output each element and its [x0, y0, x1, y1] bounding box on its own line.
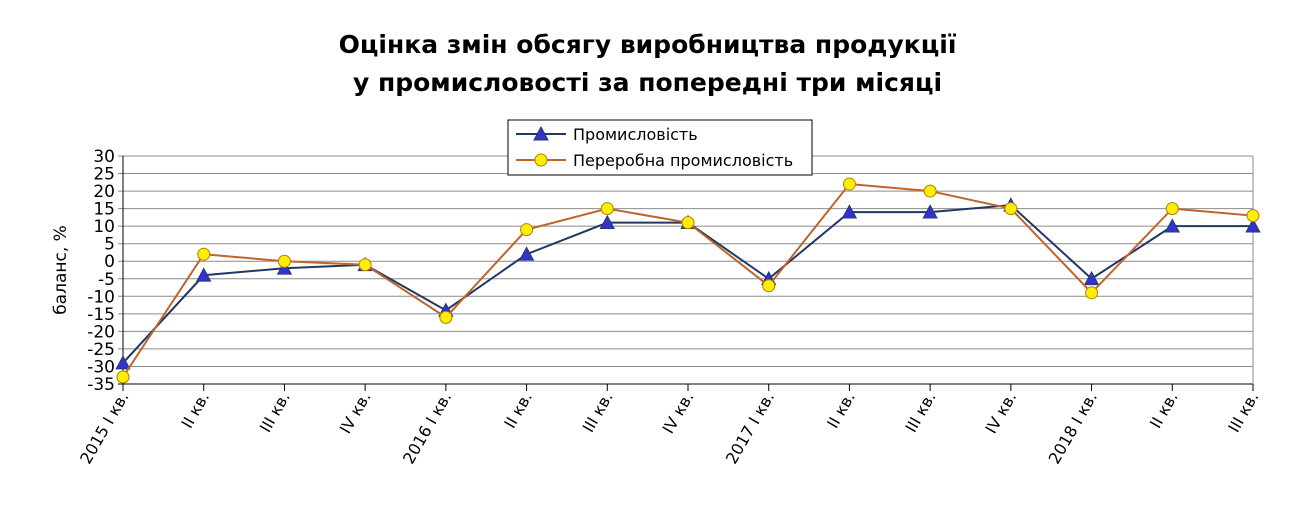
data-point-triangle: [115, 355, 131, 370]
y-tick-label: 5: [104, 235, 115, 255]
data-point-triangle: [276, 260, 293, 275]
data-point-triangle: [1083, 270, 1100, 286]
y-tick-label: 20: [93, 182, 115, 202]
x-tick-label: II кв.: [177, 389, 213, 432]
chart-title: Оцінка змін обсягу виробництва продукції…: [0, 26, 1295, 102]
x-tick-label: II кв.: [823, 389, 859, 432]
x-tick-label: IV кв.: [981, 389, 1020, 437]
data-point-circle: [277, 254, 291, 268]
y-tick-label: -30: [87, 357, 115, 377]
data-point-circle: [1004, 202, 1018, 216]
data-point-circle: [1085, 286, 1099, 300]
x-tick-label: II кв.: [1146, 389, 1182, 432]
data-point-circle: [520, 223, 534, 237]
y-tick-label: -35: [87, 375, 115, 395]
y-tick-label: -20: [87, 322, 115, 342]
data-point-triangle: [1164, 218, 1180, 233]
legend-label: Промисловість: [573, 125, 698, 144]
data-point-circle: [439, 310, 453, 324]
data-point-triangle: [841, 204, 858, 219]
data-point-circle: [1165, 202, 1179, 216]
x-tick-label: III кв.: [1224, 389, 1262, 436]
legend-triangle-icon: [533, 125, 549, 141]
x-tick-label: III кв.: [901, 389, 939, 436]
series-line-1: [122, 183, 1254, 378]
y-tick-label: 15: [93, 200, 115, 220]
data-point-circle: [116, 370, 130, 384]
legend-label: Переробна промисловість: [573, 151, 793, 170]
data-point-circle: [197, 247, 211, 261]
x-tick-label: 2015 I кв.: [76, 389, 132, 468]
data-point-circle: [1246, 209, 1260, 223]
data-point-circle: [923, 184, 937, 198]
x-tick-label: III кв.: [256, 389, 294, 436]
x-tick-label: IV кв.: [336, 389, 375, 437]
y-tick-label: 10: [93, 217, 115, 237]
y-tick-label: 0: [104, 252, 115, 272]
title-line-2: у промисловості за попередні три місяці: [352, 68, 943, 97]
data-point-triangle: [922, 204, 938, 219]
x-tick-label: 2018 I кв.: [1045, 389, 1101, 468]
x-tick-label: II кв.: [500, 389, 536, 432]
data-point-triangle: [518, 246, 535, 261]
x-tick-label: 2016 I кв.: [399, 389, 455, 468]
y-tick-label: -5: [98, 270, 115, 290]
data-point-triangle: [599, 214, 615, 230]
data-point-triangle: [1245, 218, 1261, 233]
y-axis-label: баланс, %: [51, 225, 71, 315]
data-point-circle: [842, 177, 856, 191]
x-tick-label: III кв.: [579, 389, 617, 436]
data-point-circle: [600, 202, 614, 216]
title-line-1: Оцінка змін обсягу виробництва продукції: [338, 30, 957, 59]
y-tick-label: -25: [87, 340, 115, 360]
y-tick-label: -15: [87, 305, 115, 325]
data-point-circle: [762, 279, 776, 293]
y-tick-label: -10: [87, 287, 115, 307]
x-tick-label: 2017 I кв.: [722, 389, 778, 468]
data-point-circle: [681, 216, 695, 230]
legend-circle-icon: [534, 153, 548, 167]
data-point-triangle: [196, 267, 212, 282]
data-point-circle: [358, 258, 372, 272]
x-tick-label: IV кв.: [659, 389, 698, 437]
legend-box: [507, 119, 813, 176]
y-tick-label: 25: [93, 165, 115, 185]
y-tick-label: 30: [93, 147, 115, 167]
